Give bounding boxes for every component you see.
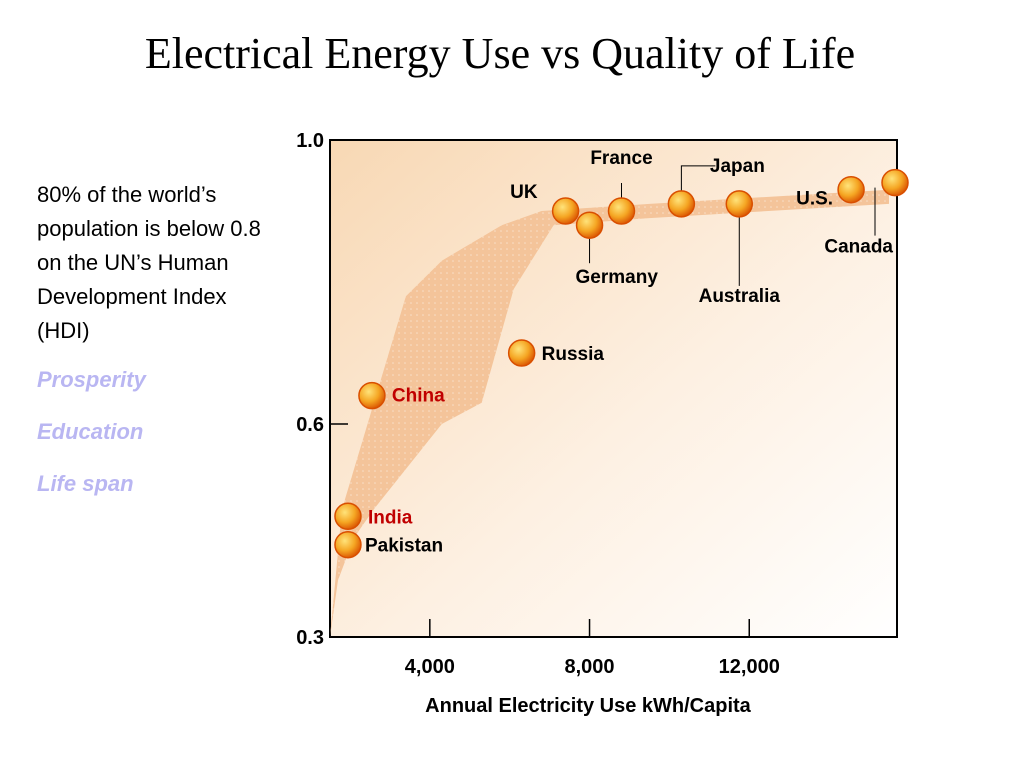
- side-text-panel: 80% of the world’s population is below 0…: [37, 178, 277, 510]
- data-label-australia: Australia: [699, 286, 781, 307]
- data-point-india: [334, 502, 362, 531]
- hdi-factor-list: Prosperity Education Life span: [37, 354, 277, 509]
- data-label-u-s: U.S.: [796, 189, 833, 210]
- data-label-china: China: [392, 386, 445, 407]
- data-point-russia: [507, 339, 536, 367]
- data-label-india: India: [368, 507, 413, 528]
- slide-title: Electrical Energy Use vs Quality of Life: [144, 29, 856, 78]
- factor-prosperity: Prosperity: [37, 367, 146, 393]
- x-tick-label: 12,000: [719, 656, 780, 678]
- data-point-pakistan: [334, 530, 362, 559]
- data-label-canada: Canada: [824, 237, 893, 258]
- data-label-pakistan: Pakistan: [365, 536, 443, 557]
- data-point-germany: [575, 211, 604, 239]
- data-labels: India Pakistan China Russia UK Germany France J…: [365, 148, 893, 557]
- x-tick-label: 4,000: [405, 656, 455, 678]
- factor-education: Education: [37, 419, 144, 445]
- data-point-australia: [725, 190, 754, 218]
- factor-life-span: Life span: [37, 470, 134, 496]
- data-label-russia: Russia: [542, 344, 605, 365]
- leader-line-japan: [680, 165, 716, 192]
- data-point-uk: [551, 197, 580, 225]
- y-tick-label: 1.0: [296, 130, 324, 152]
- data-point-france: [607, 197, 636, 225]
- data-point-china: [358, 381, 386, 410]
- data-label-france: France: [590, 148, 652, 169]
- data-label-uk: UK: [510, 182, 538, 203]
- data-point-u-s: [837, 175, 865, 204]
- data-point-japan: [667, 190, 696, 218]
- hdi-note: 80% of the world’s population is below 0…: [37, 182, 261, 344]
- axis-ticks: 4,000 8,000 12,000 0.3 0.6 1.0: [296, 130, 780, 678]
- y-tick-label: 0.3: [296, 627, 324, 649]
- data-label-germany: Germany: [576, 267, 659, 288]
- hdi-trend-band: [330, 189, 889, 637]
- data-points: [334, 168, 909, 559]
- data-label-japan: Japan: [710, 156, 765, 177]
- data-point-canada: [881, 168, 909, 197]
- x-tick-label: 8,000: [565, 656, 615, 678]
- x-axis-title: Annual Electricity Use kWh/Capita: [425, 695, 752, 717]
- label-leader-lines: [589, 165, 876, 286]
- y-tick-label: 0.6: [296, 414, 324, 436]
